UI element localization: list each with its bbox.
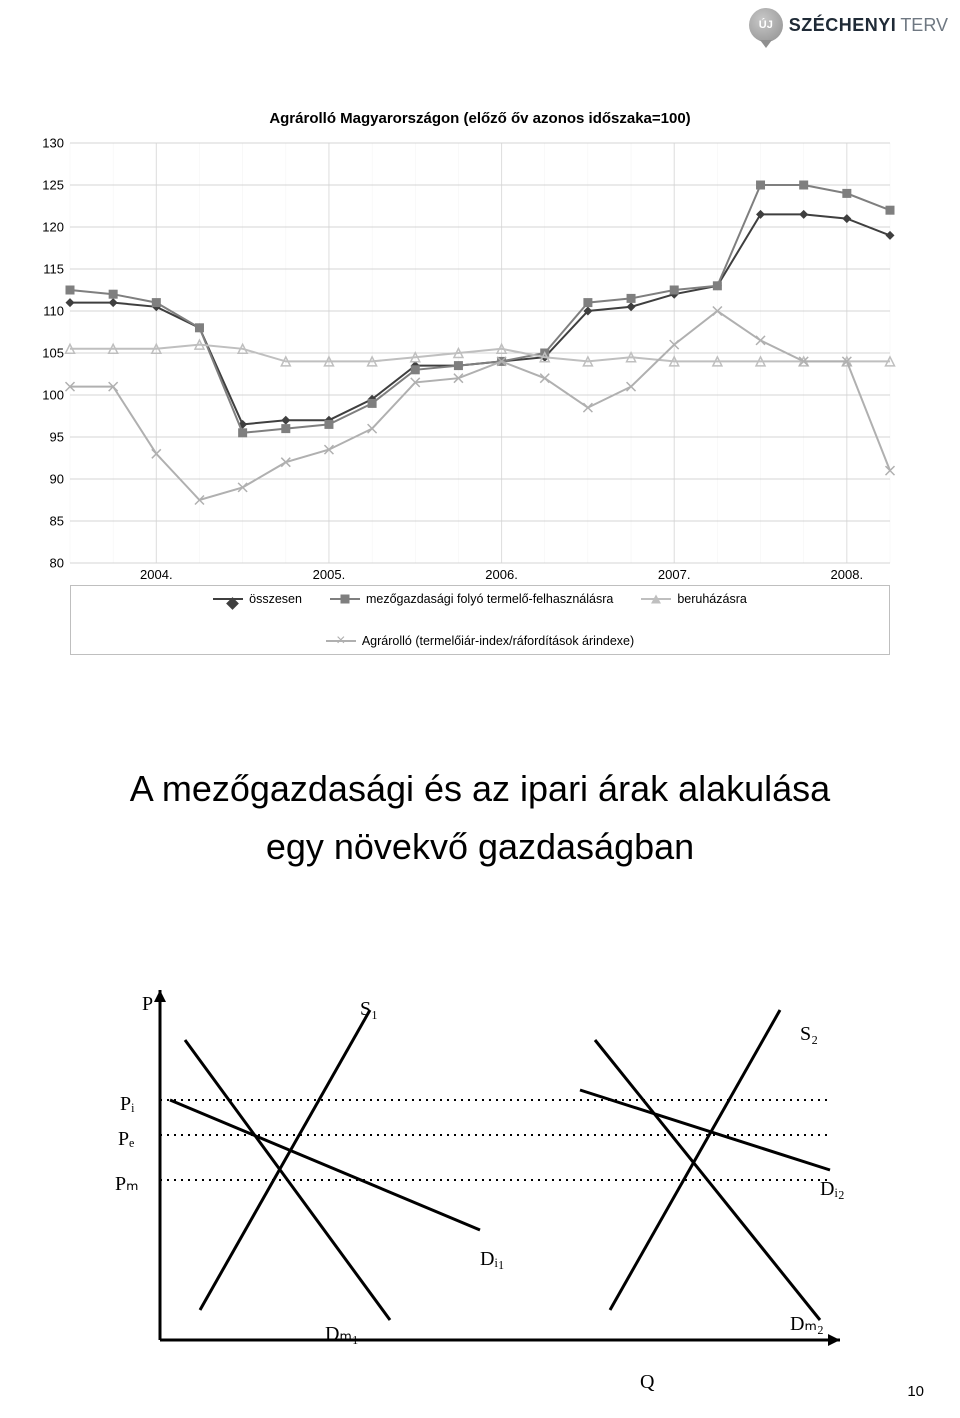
x-tick-label: 2004.: [140, 563, 173, 582]
section-heading: A mezőgazdasági és az ipari árak alakulá…: [0, 760, 960, 875]
legend-item: összesen: [213, 592, 302, 606]
y-tick-label: 80: [50, 556, 70, 571]
svg-text:Dₘ₁: Dₘ₁: [325, 1323, 359, 1345]
heading-line-2: egy növekvő gazdaságban: [0, 818, 960, 876]
y-tick-label: 90: [50, 472, 70, 487]
y-tick-label: 85: [50, 514, 70, 529]
svg-text:Dᵢ₁: Dᵢ₁: [480, 1248, 505, 1270]
svg-text:S₂: S₂: [800, 1023, 818, 1045]
logo: ÚJ SZÉCHENYITERV: [749, 8, 948, 42]
logo-badge-circle: ÚJ: [749, 8, 783, 42]
diagram-svg: P Pᵢ Pₑ Pₘ S₁ Dᵢ₁ Dₘ₁ S₂ Dᵢ₂ Dₘ₂ Q: [100, 980, 860, 1400]
x-tick-label: 2008.: [831, 563, 864, 582]
chart-title: Agrárolló Magyarországon (előző őv azono…: [40, 110, 920, 127]
y-tick-label: 105: [42, 346, 70, 361]
chart-legend: összesen mezőgazdasági folyó termelő-felh…: [70, 585, 890, 655]
heading-line-1: A mezőgazdasági és az ipari árak alakulá…: [0, 760, 960, 818]
logo-text: SZÉCHENYITERV: [789, 15, 948, 36]
svg-text:Q: Q: [640, 1371, 655, 1393]
svg-text:Dᵢ₂: Dᵢ₂: [820, 1178, 845, 1200]
legend-label: beruházásra: [677, 592, 747, 606]
x-tick-label: 2007.: [658, 563, 691, 582]
legend-item: beruházásra: [641, 592, 747, 606]
y-tick-label: 110: [43, 304, 70, 319]
y-tick-label: 120: [42, 220, 70, 235]
svg-text:Dₘ₂: Dₘ₂: [790, 1313, 824, 1335]
x-tick-label: 2005.: [313, 563, 346, 582]
y-tick-label: 125: [42, 178, 70, 193]
svg-text:Pₘ: Pₘ: [115, 1173, 139, 1195]
svg-text:Pᵢ: Pᵢ: [120, 1093, 135, 1115]
y-tick-label: 95: [50, 430, 70, 445]
y-tick-label: 100: [42, 388, 70, 403]
legend-item: mezőgazdasági folyó termelő-felhasználás…: [330, 592, 613, 606]
page-number: 10: [907, 1383, 924, 1400]
supply-demand-diagram: PPᵢPₑPₘS₁Dᵢ₁Dₘ₁S₂Dᵢ₂Dₘ₂Q: [100, 980, 860, 1380]
logo-sub: TERV: [900, 15, 948, 35]
x-tick-label: 2006.: [485, 563, 518, 582]
legend-label: mezőgazdasági folyó termelő-felhasználás…: [366, 592, 613, 606]
legend-label: összesen: [249, 592, 302, 606]
chart-plot-area: 808590951001051101151201251302004.2005.2…: [70, 143, 890, 563]
legend-item: ×Agrárolló (termelőiár-index/ráfordításo…: [326, 634, 634, 648]
logo-main: SZÉCHENYI: [789, 15, 897, 35]
agrarollo-chart: Agrárolló Magyarországon (előző őv azono…: [40, 110, 920, 655]
y-tick-label: 130: [42, 136, 70, 151]
svg-text:S₁: S₁: [360, 998, 378, 1020]
svg-text:Pₑ: Pₑ: [118, 1128, 134, 1150]
legend-label: Agrárolló (termelőiár-index/ráfordítások…: [362, 634, 634, 648]
svg-text:P: P: [142, 993, 153, 1015]
y-tick-label: 115: [43, 262, 70, 277]
